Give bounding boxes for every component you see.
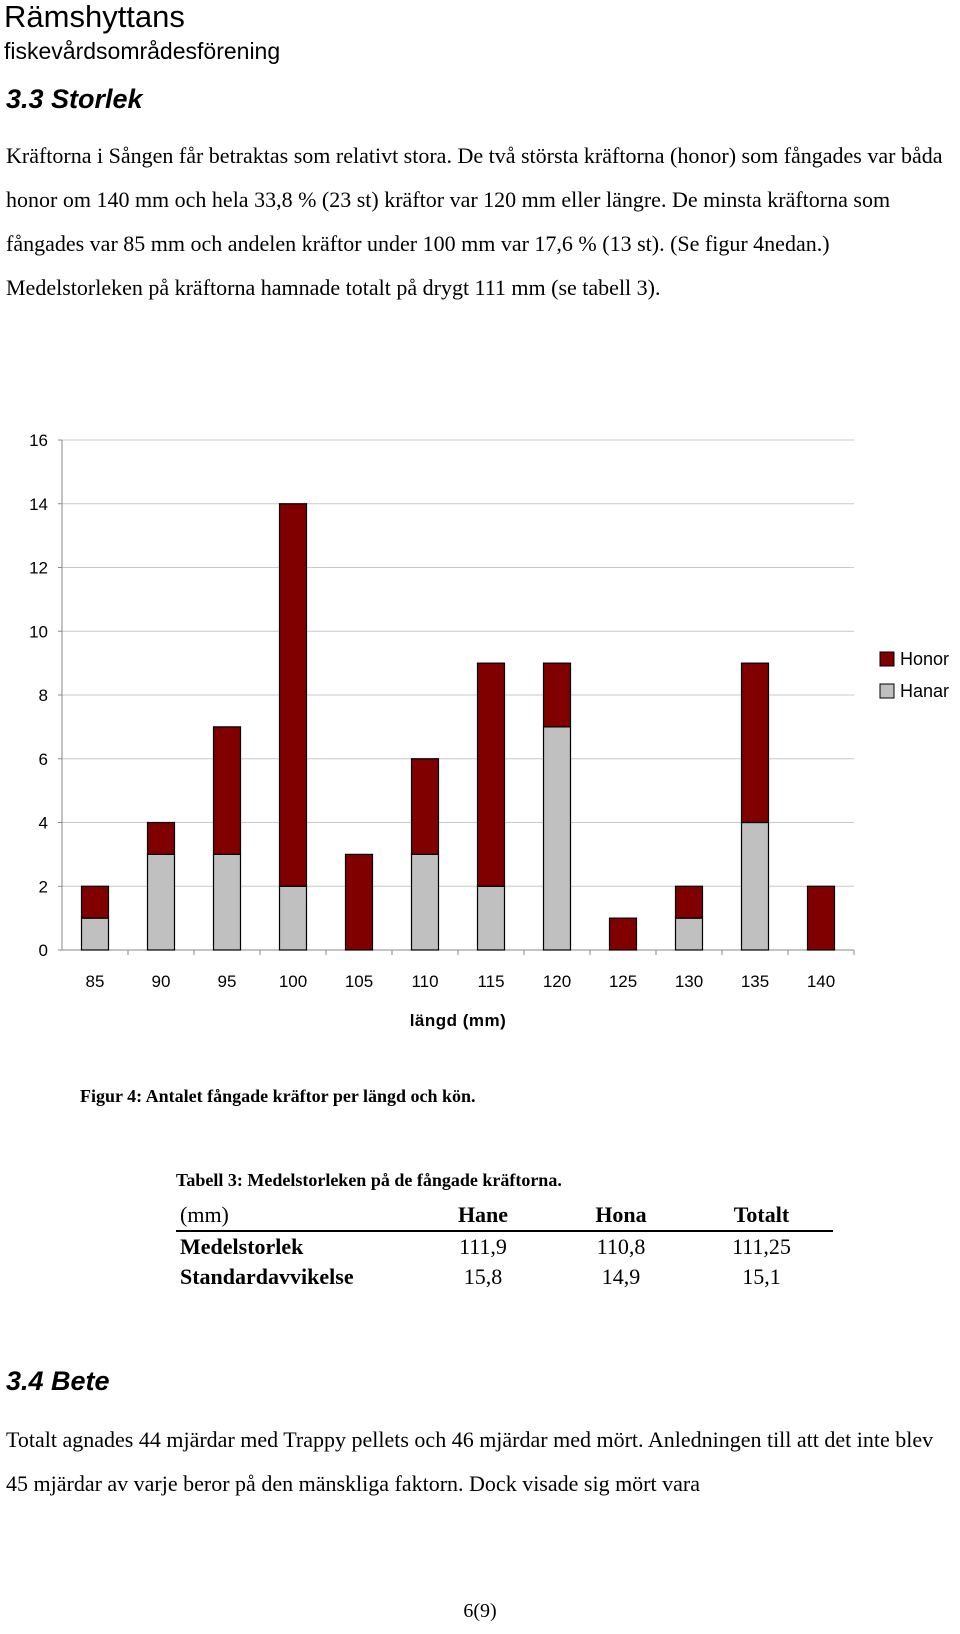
legend-label-honor: Honor [900,649,949,669]
bar-honor [410,758,440,855]
bar-hanar [410,853,440,951]
y-tick-label: 6 [39,750,48,769]
table-cell: 110,8 [596,1234,646,1259]
table-cell: Medelstorlek [180,1234,304,1259]
table-row: Medelstorlek 111,9 110,8 111,25 [176,1231,833,1262]
bar-honor [212,726,242,855]
page-number: 6(9) [463,1600,497,1622]
table-row: Standardavvikelse 15,8 14,9 15,1 [176,1262,833,1292]
organization-subtitle: fiskevårdsområdesförening [4,38,281,64]
bar-hanar [476,885,506,951]
x-tick-label: 90 [152,972,171,991]
bar-honor [278,503,308,887]
x-tick-label: 120 [543,972,571,991]
y-tick-label: 2 [39,877,48,896]
table-header-hona: Hona [552,1200,690,1232]
table-header-totalt: Totalt [690,1200,833,1232]
bar-honor [80,885,110,919]
x-tick-label: 140 [807,972,835,991]
bar-honor [146,821,176,855]
length-distribution-chart: 0 2 4 6 8 10 12 14 16 85 90 95 100 105 110 115 120 125 130… [29,431,949,1030]
y-tick-label: 4 [39,814,48,833]
x-tick-label: 110 [411,972,438,991]
bar-hanar [80,917,110,951]
table-cell: 15,8 [463,1264,503,1289]
table-caption: Tabell 3: Medelstorleken på de fångade k… [176,1170,562,1190]
legend-swatch-hanar [879,683,895,699]
organization-name: Rämshyttans [4,0,185,34]
bar-honor [740,662,770,824]
table-cell: 14,9 [601,1264,641,1289]
bar-honor [476,662,506,887]
x-axis-label: längd (mm) [410,1011,507,1030]
bar-honor [806,885,836,951]
y-tick-label: 10 [29,622,48,641]
paragraph-bete: Totalt agnades 44 mjärdar med Trappy pel… [6,1427,934,1496]
table-cell: Standardavvikelse [180,1264,354,1289]
x-tick-label: 100 [279,972,307,991]
bar-hanar [278,885,308,951]
y-tick-label: 8 [39,686,48,705]
size-stats-table: (mm) Hane Hona Totalt Medelstorlek 111,9… [176,1200,833,1292]
bar-honor [608,917,638,951]
x-tick-label: 135 [741,972,769,991]
x-tick-label: 85 [86,972,105,991]
section-heading-bete: 3.4 Bete [6,1366,110,1396]
legend-swatch-honor [879,651,895,667]
y-tick-label: 0 [39,941,48,960]
bar-honor [542,662,572,728]
x-tick-label: 130 [675,972,703,991]
y-tick-label: 14 [29,495,48,514]
bar-hanar [674,917,704,951]
bar-hanar [542,726,572,951]
figure-caption: Figur 4: Antalet fångade kräftor per län… [80,1086,476,1106]
y-tick-label: 16 [29,431,48,450]
x-tick-label: 95 [218,972,237,991]
bar-hanar [740,821,770,951]
y-tick-label: 12 [29,559,48,578]
paragraph-storlek: Kräftorna i Sången får betraktas som rel… [6,143,943,300]
table-cell: 111,9 [459,1234,507,1259]
table-header-hane: Hane [414,1200,552,1232]
x-tick-label: 105 [345,972,373,991]
bar-hanar [212,853,242,951]
bar-honor [344,853,374,951]
table-cell: 15,1 [742,1264,781,1289]
bar-honor [674,885,704,919]
table-header-row: (mm) Hane Hona Totalt [176,1200,833,1232]
table-header-unit: (mm) [176,1200,414,1232]
bar-hanar [146,853,176,951]
x-tick-label: 115 [477,972,504,991]
section-heading-storlek: 3.3 Storlek [6,84,143,114]
table-cell: 111,25 [732,1234,791,1259]
x-tick-label: 125 [609,972,637,991]
legend-label-hanar: Hanar [900,681,949,701]
